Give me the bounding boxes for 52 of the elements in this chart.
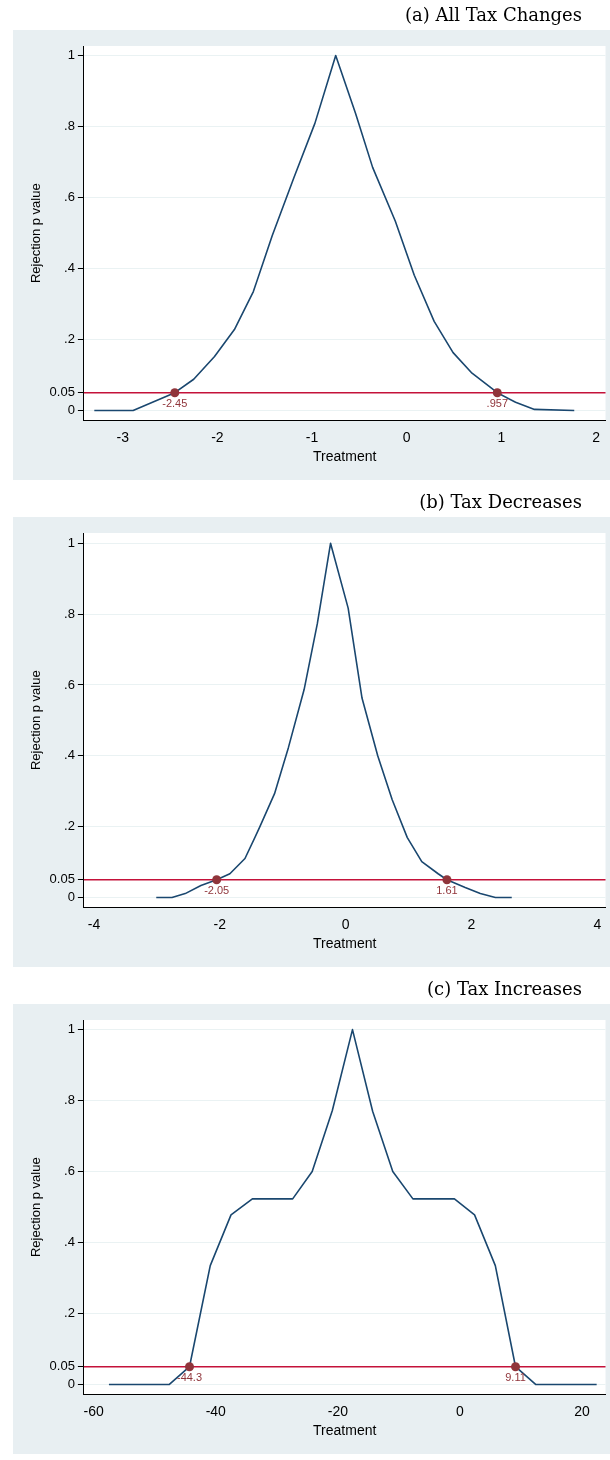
y-tick-label: .2 xyxy=(64,331,75,347)
y-axis-title: Rejection p value xyxy=(28,1157,44,1258)
x-tick-label: 2 xyxy=(467,915,476,932)
x-tick-label: 0 xyxy=(341,915,350,932)
x-tick-label: -2 xyxy=(213,915,227,932)
y-tick-label: 1 xyxy=(67,1021,75,1037)
y-tick-label: .6 xyxy=(64,189,75,205)
x-axis-title: Treatment xyxy=(313,935,377,952)
y-tick-label: .8 xyxy=(64,605,75,621)
y-tick-label: 0 xyxy=(67,889,75,905)
x-tick-label: -4 xyxy=(87,915,101,932)
x-tick-label: -1 xyxy=(305,428,319,445)
x-tick-label: 4 xyxy=(593,915,602,932)
x-tick-label: 0 xyxy=(402,428,411,445)
y-tick-label: .4 xyxy=(64,747,75,763)
y-tick-label: .2 xyxy=(64,1305,75,1321)
y-tick-label: 1 xyxy=(67,47,75,63)
x-axis-title: Treatment xyxy=(313,448,377,465)
x-tick-label: 1 xyxy=(497,428,506,445)
y-tick-label: .8 xyxy=(64,1092,75,1108)
y-tick-label: 0.05 xyxy=(49,384,75,400)
y-tick-label: .6 xyxy=(64,1163,75,1179)
chart-title: (b) Tax Decreases xyxy=(418,490,583,514)
y-tick-label: .6 xyxy=(64,676,75,692)
chart-title: (c) Tax Increases xyxy=(426,977,583,1001)
y-tick-label: .8 xyxy=(64,118,75,134)
y-tick-label: 0 xyxy=(67,402,75,418)
y-tick-label: .2 xyxy=(64,818,75,834)
annotation: .957 xyxy=(486,397,509,410)
y-tick-label: 0 xyxy=(67,1376,75,1392)
x-tick-label: 2 xyxy=(592,428,601,445)
annotation: -2.45 xyxy=(162,397,188,410)
x-tick-label: -20 xyxy=(327,1402,349,1419)
x-axis-title: Treatment xyxy=(313,1422,377,1439)
y-axis-title: Rejection p value xyxy=(28,183,44,284)
x-tick-label: -2 xyxy=(211,428,224,445)
x-tick-label: 20 xyxy=(574,1402,590,1419)
y-axis-title: Rejection p value xyxy=(28,670,44,771)
x-tick-label: -40 xyxy=(205,1402,227,1419)
y-tick-label: 0.05 xyxy=(49,1358,75,1374)
x-tick-label: 0 xyxy=(456,1402,465,1419)
annotation: 9.11 xyxy=(505,1371,526,1384)
annotation: 1.61 xyxy=(436,884,458,897)
y-tick-label: 0.05 xyxy=(49,871,75,887)
annotation: -44.3 xyxy=(176,1371,203,1384)
x-tick-label: -60 xyxy=(83,1402,104,1419)
x-tick-label: -3 xyxy=(116,428,130,445)
annotation: -2.05 xyxy=(204,884,230,897)
y-tick-label: .4 xyxy=(64,1234,75,1250)
chart-title: (a) All Tax Changes xyxy=(403,3,583,27)
y-tick-label: 1 xyxy=(67,534,75,550)
y-tick-label: .4 xyxy=(64,260,75,276)
